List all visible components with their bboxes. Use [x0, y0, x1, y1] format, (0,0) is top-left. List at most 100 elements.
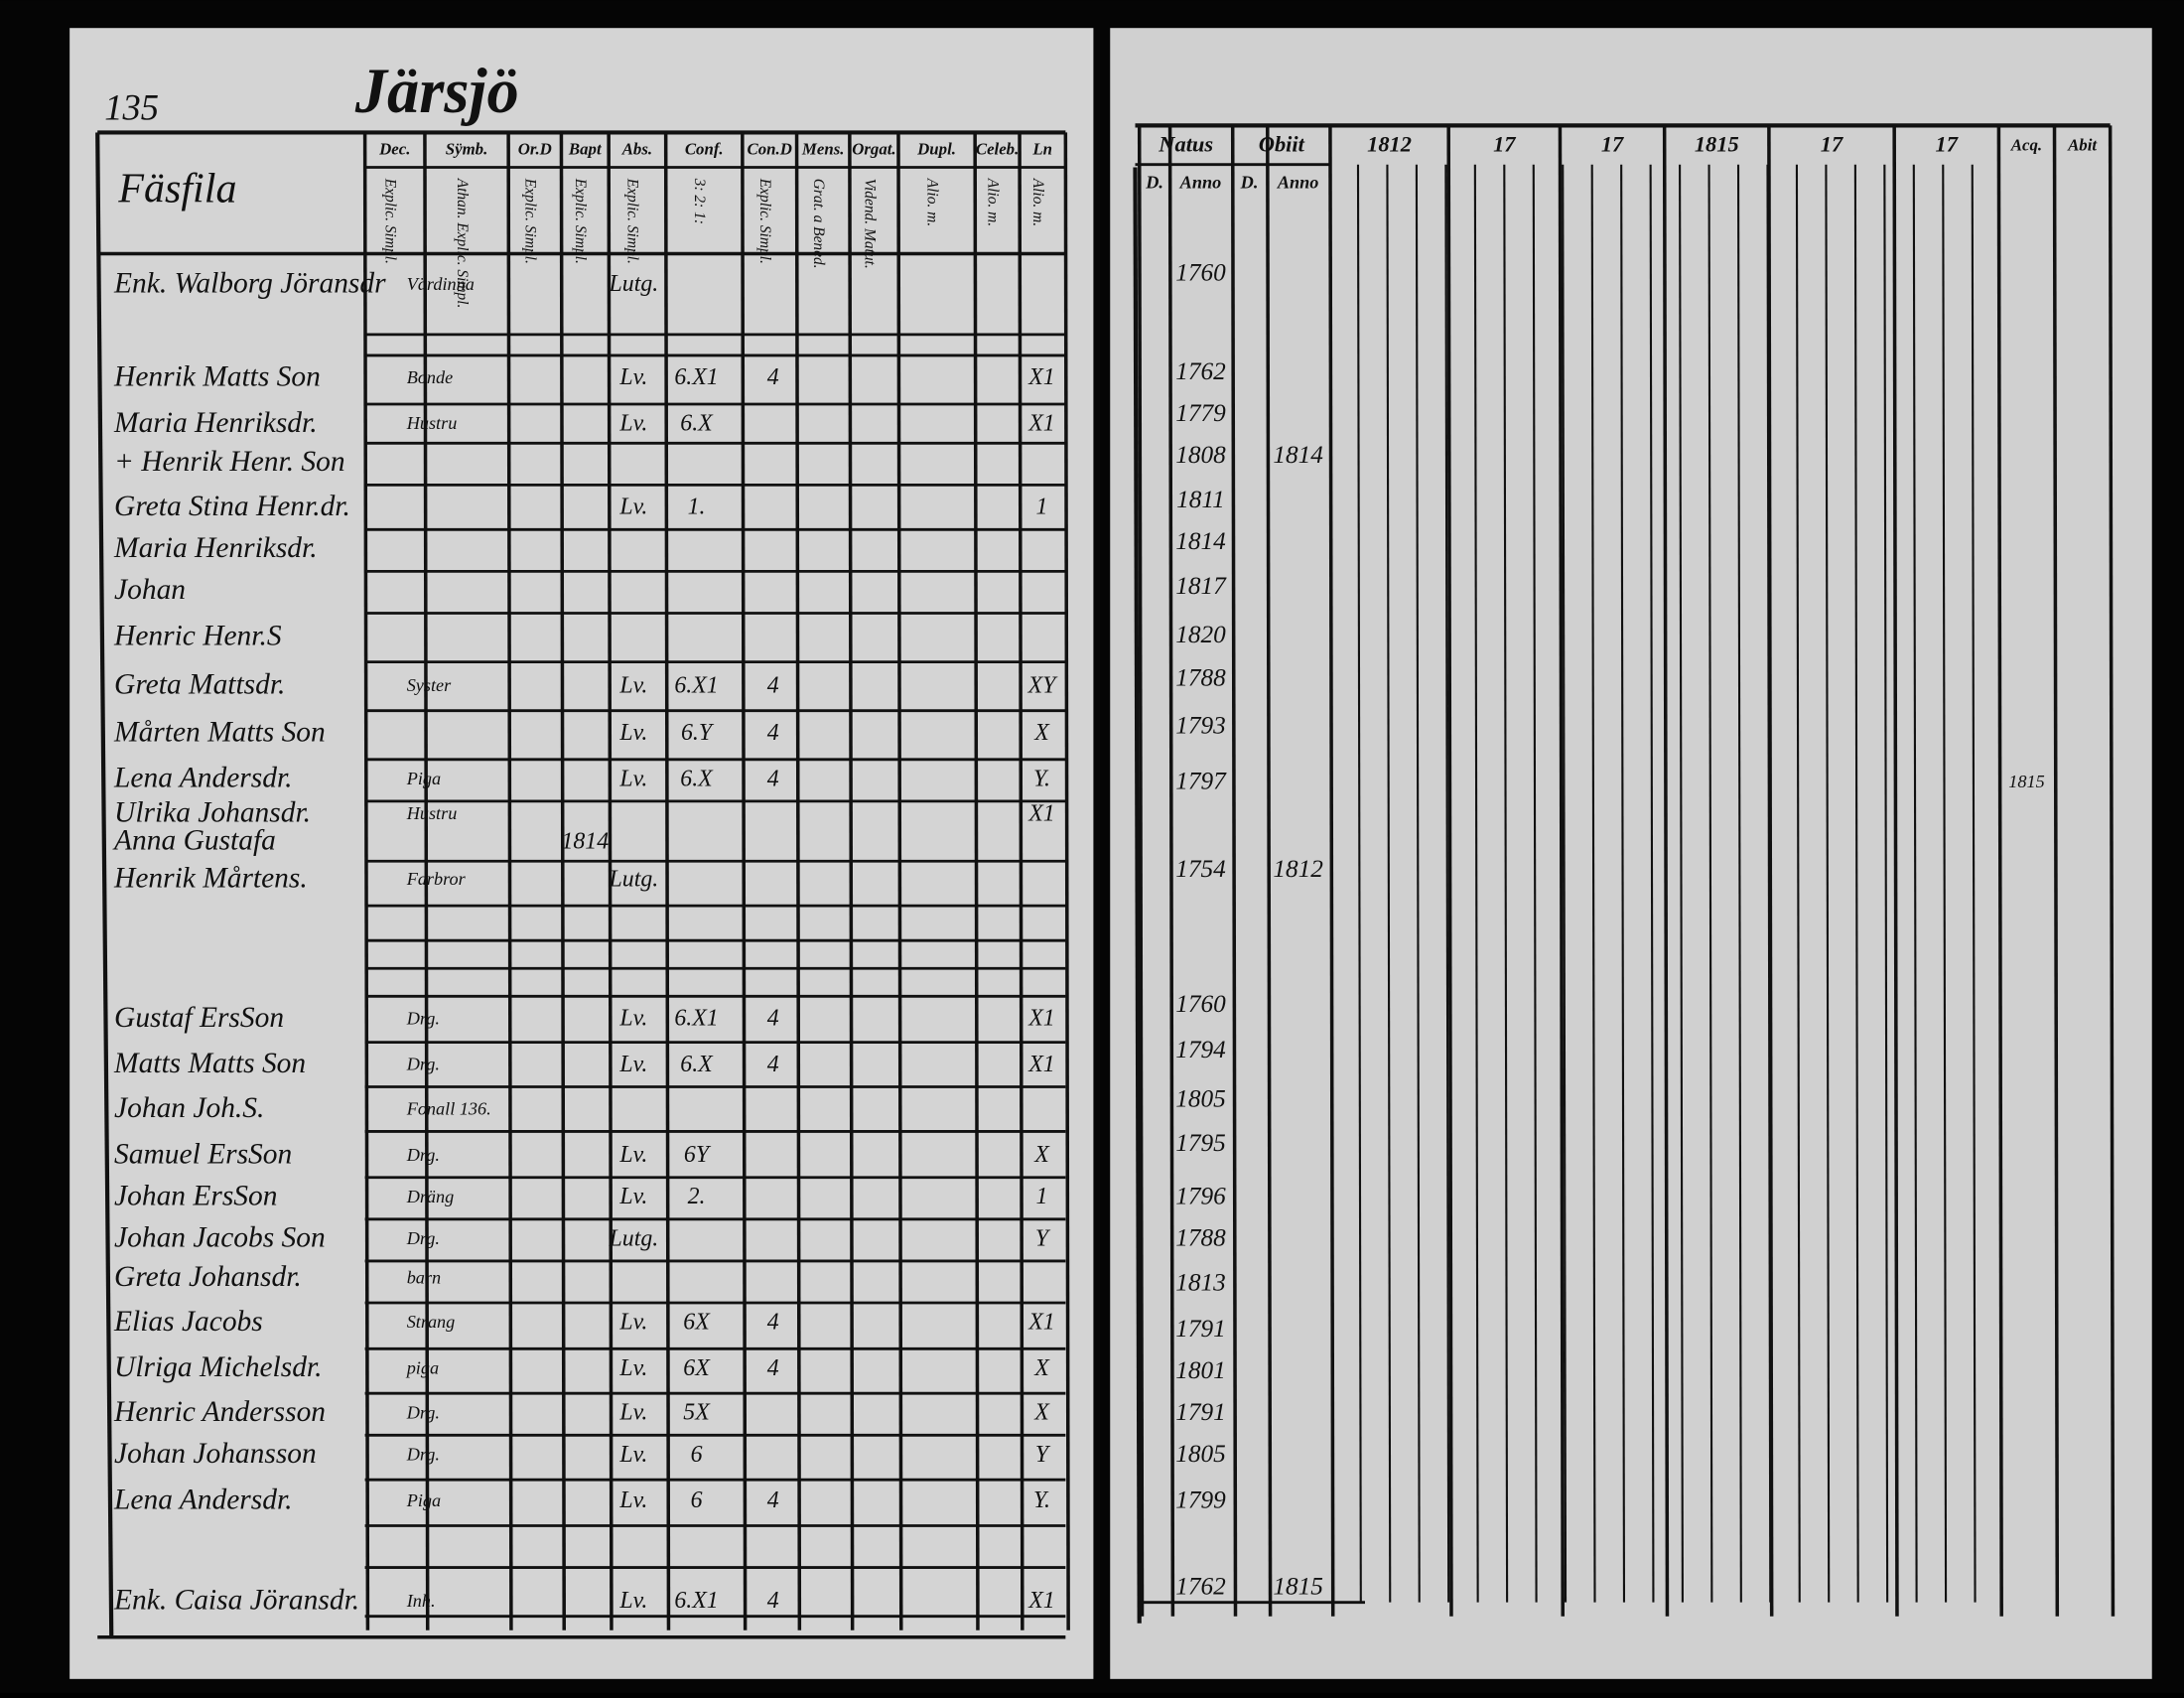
birth-year: 1795 — [1175, 1129, 1226, 1157]
column-subheader: Alio. m. — [984, 178, 1001, 226]
entry-abs: Lutg. — [609, 1225, 659, 1251]
entry-ln: Y. — [1033, 766, 1050, 791]
entry-abs: Lv. — [618, 1355, 647, 1381]
birth-year: 1801 — [1175, 1356, 1226, 1384]
rule — [95, 132, 114, 1637]
entry-cond: 4 — [767, 1355, 779, 1381]
death-year: 1815 — [1273, 1572, 1323, 1600]
rule — [973, 132, 980, 1630]
entry-conf: 2. — [688, 1184, 706, 1209]
entry-cond: 4 — [767, 364, 779, 390]
column-header: 17 — [1936, 132, 1959, 157]
entry-abs: Lv. — [618, 1442, 647, 1468]
rule — [1736, 164, 1742, 1603]
rule — [1996, 125, 2003, 1617]
entry-abs: Lv. — [618, 1310, 647, 1336]
rule — [1912, 164, 1918, 1603]
rule — [896, 132, 903, 1630]
entry-abs: Lv. — [618, 766, 647, 791]
entry-occupation: Inh. — [406, 1591, 436, 1611]
rule — [1892, 125, 1899, 1617]
column-header: Natus — [1158, 132, 1213, 157]
entry-ln: Y. — [1033, 1487, 1050, 1513]
birth-year: 1811 — [1176, 486, 1225, 513]
entry-cond: 4 — [767, 672, 779, 698]
column-subheader: Explic. Simpl. — [572, 178, 589, 264]
entry-abs: Lv. — [618, 1052, 647, 1077]
column-subheader: Alio. m. — [923, 178, 940, 226]
entry-abs: Lv. — [618, 1006, 647, 1032]
birth-year: 1762 — [1175, 1572, 1226, 1600]
person-name: Lena Andersdr. — [113, 763, 292, 794]
birth-year: 1788 — [1175, 664, 1226, 692]
column-header: Or.D — [518, 140, 552, 159]
entry-ln: X — [1033, 1355, 1050, 1381]
entry-occupation: Fonall 136. — [406, 1099, 491, 1119]
entry-occupation: Drg. — [406, 1055, 440, 1074]
rule — [2052, 125, 2060, 1617]
rule — [1679, 164, 1684, 1603]
person-name: Henric Henr.S — [113, 621, 282, 652]
entry-abs: Lv. — [618, 411, 647, 437]
entry-occupation: Drg. — [406, 1228, 440, 1248]
rule — [423, 132, 430, 1630]
entry-occupation: Piga — [406, 1490, 441, 1510]
person-name: Enk. Caisa Jöransdr. — [113, 1584, 359, 1616]
entry-abs: Lv. — [618, 1400, 647, 1426]
entry-occupation: Hustru — [406, 803, 458, 823]
column-header: Conf. — [685, 140, 724, 159]
birth-year: 1820 — [1175, 621, 1226, 648]
rule — [1356, 164, 1362, 1603]
rule — [794, 132, 802, 1630]
entry-abs: Lutg. — [609, 866, 659, 892]
entry-occupation: Drg. — [406, 1145, 440, 1165]
entry-cond: 4 — [767, 720, 779, 746]
entry-conf: 6.X1 — [674, 1588, 718, 1614]
column-subheader: Explic. Simpl. — [756, 178, 773, 264]
entry-conf: 6.Y — [681, 720, 715, 746]
entry-occupation: Piga — [406, 769, 441, 788]
person-name: Johan ErsSon — [114, 1181, 277, 1212]
column-header: Abs. — [621, 140, 652, 159]
column-header: Sÿmb. — [446, 140, 488, 159]
column-subheader: Explic. Simpl. — [522, 178, 539, 264]
person-name: Johan Johansson — [114, 1438, 317, 1470]
entry-abs: Lv. — [618, 1184, 647, 1209]
entry-occupation: Värdinna — [407, 274, 475, 294]
entry-abs: Lv. — [618, 1588, 647, 1614]
birth-year: 1760 — [1175, 258, 1226, 286]
entry-occupation: Drg. — [406, 1445, 440, 1465]
column-subheader: Athan. Explic. Simpl. — [454, 178, 471, 309]
rule — [1415, 164, 1421, 1603]
person-name: Johan Joh.S. — [114, 1092, 264, 1124]
entry-ln: X1 — [1027, 1588, 1055, 1614]
rule — [1795, 164, 1801, 1603]
column-subheader: Alio. m. — [1029, 178, 1046, 226]
entry-ln: 1 — [1036, 495, 1048, 520]
column-subheader: D. — [1240, 173, 1259, 193]
rule — [1446, 125, 1453, 1617]
rule — [1328, 125, 1335, 1617]
rule — [1883, 164, 1889, 1603]
column-header: Dupl. — [916, 140, 956, 159]
column-header: Ln — [1031, 140, 1052, 159]
person-name: Greta Mattsdr. — [114, 669, 285, 701]
entry-abs: Lv. — [618, 1142, 647, 1168]
death-year: 1812 — [1273, 855, 1323, 883]
column-subheader: Explic. Simpl. — [382, 178, 399, 264]
entry-ln: X — [1033, 1142, 1050, 1168]
person-name: Samuel ErsSon — [114, 1138, 292, 1170]
entry-conf: 6.X — [680, 766, 714, 791]
rule — [1562, 164, 1568, 1603]
rule — [1825, 164, 1831, 1603]
rule — [362, 132, 370, 1630]
column-header: 17 — [1601, 132, 1624, 157]
birth-year: 1808 — [1175, 441, 1226, 469]
person-name: Ulriga Michelsdr. — [114, 1351, 322, 1383]
entry-ln: X1 — [1027, 364, 1055, 390]
person-name: Anna Gustafa — [112, 825, 276, 857]
rule — [1853, 164, 1859, 1603]
column-subheader: Grat. a Bened. — [810, 179, 827, 269]
entry-ln: Y — [1035, 1442, 1051, 1468]
